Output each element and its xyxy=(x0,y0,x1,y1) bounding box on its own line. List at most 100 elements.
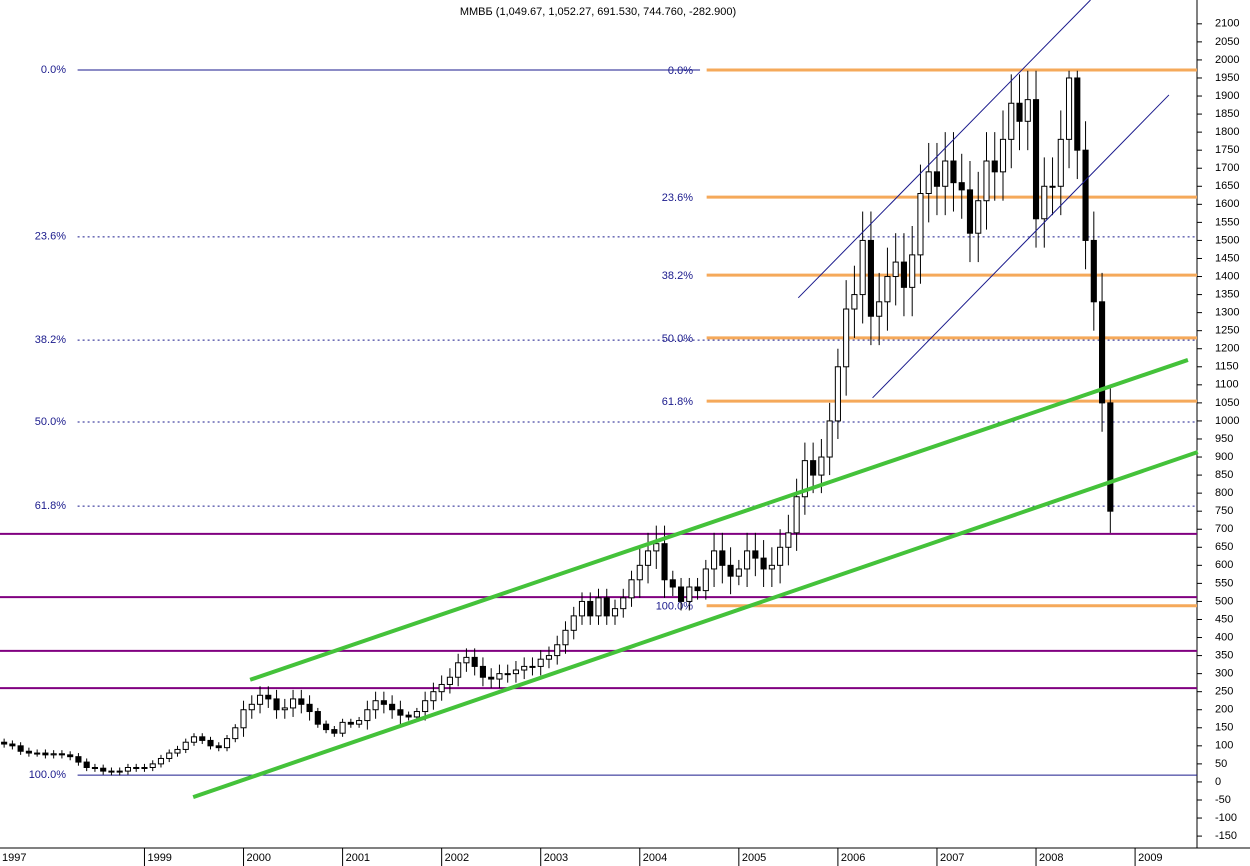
candle-body xyxy=(768,564,775,570)
candle-body xyxy=(339,721,346,734)
candle-body xyxy=(455,662,462,678)
candle-body xyxy=(900,261,908,288)
candle-body xyxy=(182,741,189,750)
x-tick-label: 2001 xyxy=(346,852,370,864)
candle-body xyxy=(711,550,718,570)
y-tick-label: 700 xyxy=(1215,523,1233,535)
x-tick-label: 2008 xyxy=(1039,852,1063,864)
candle-body xyxy=(958,182,965,191)
y-tick-label: 850 xyxy=(1215,469,1233,481)
fib-label: 50.0% xyxy=(35,416,66,428)
candle-body xyxy=(405,714,412,718)
candle-body xyxy=(545,655,553,660)
y-tick-label: 1550 xyxy=(1215,216,1239,228)
candle-body xyxy=(190,736,198,743)
candle-body xyxy=(174,748,181,754)
candle-body xyxy=(504,673,511,676)
x-tick-label: 2002 xyxy=(445,852,469,864)
candle-body xyxy=(75,756,82,763)
y-tick-label: 1250 xyxy=(1215,325,1239,337)
candle-body xyxy=(446,676,453,685)
candle-body xyxy=(521,665,528,671)
candle-body xyxy=(223,738,231,749)
candle-body xyxy=(248,703,255,711)
candle-body xyxy=(760,557,767,570)
candle-body xyxy=(232,727,239,740)
candle-body xyxy=(1107,402,1114,512)
candle-body xyxy=(91,766,98,769)
y-tick-label: 1050 xyxy=(1215,397,1239,409)
y-tick-label: 1350 xyxy=(1215,288,1239,300)
candle-body xyxy=(578,600,586,617)
fib-label: 38.2% xyxy=(662,270,693,282)
candle-body xyxy=(356,720,363,725)
y-tick-label: 1900 xyxy=(1215,90,1239,102)
y-tick-label: 1200 xyxy=(1215,343,1239,355)
candle-body xyxy=(777,546,784,566)
fib-label: 61.8% xyxy=(35,500,66,512)
candle-body xyxy=(1065,77,1073,140)
candle-body xyxy=(1057,138,1064,187)
candle-body xyxy=(1049,185,1056,188)
candle-body xyxy=(884,276,891,303)
y-tick-label: 1800 xyxy=(1215,126,1239,138)
x-tick-label: 2004 xyxy=(643,852,667,864)
candle-body xyxy=(141,766,148,769)
candle-body xyxy=(603,597,610,617)
candle-body xyxy=(983,160,990,202)
y-tick-label: 1700 xyxy=(1215,162,1239,174)
y-tick-label: 350 xyxy=(1215,649,1233,661)
y-tick-label: 450 xyxy=(1215,613,1233,625)
candle-body xyxy=(611,608,619,617)
candle-body xyxy=(58,753,65,756)
candle-body xyxy=(694,586,701,592)
candle-body xyxy=(166,752,173,759)
candle-body xyxy=(644,550,652,566)
y-tick-label: 650 xyxy=(1215,541,1233,553)
y-tick-label: 750 xyxy=(1215,505,1233,517)
candle-body xyxy=(999,138,1007,173)
candle-body xyxy=(702,568,709,592)
candle-body xyxy=(933,171,941,187)
y-tick-label: 800 xyxy=(1215,487,1233,499)
chart-title: ММВБ (1,049.67, 1,052.27, 691.530, 744.7… xyxy=(460,6,736,18)
candle-body xyxy=(207,739,214,747)
fib-label: 0.0% xyxy=(41,64,66,76)
y-tick-label: 1950 xyxy=(1215,72,1239,84)
candle-body xyxy=(479,665,486,678)
x-tick-label: 1997 xyxy=(2,852,26,864)
candle-body xyxy=(859,239,866,296)
candle-body xyxy=(116,770,123,773)
candle-body xyxy=(867,239,874,317)
candle-body xyxy=(273,698,280,711)
candle-body xyxy=(471,656,478,667)
candle-body xyxy=(83,761,90,768)
y-tick-label: 200 xyxy=(1215,704,1233,716)
y-tick-label: 500 xyxy=(1215,595,1233,607)
candle-body xyxy=(323,723,330,731)
y-tick-label: 550 xyxy=(1215,577,1233,589)
y-tick-label: 2050 xyxy=(1215,36,1239,48)
y-tick-label: 600 xyxy=(1215,559,1233,571)
y-tick-label: 50 xyxy=(1215,758,1227,770)
candle-body xyxy=(587,600,594,617)
candle-body xyxy=(314,711,321,725)
y-tick-label: -150 xyxy=(1215,830,1237,842)
candle-body xyxy=(529,665,536,668)
candle-body xyxy=(1099,301,1106,404)
candle-body xyxy=(677,586,685,602)
candle-body xyxy=(876,301,883,317)
candle-body xyxy=(1024,99,1031,122)
candle-body xyxy=(834,366,841,422)
candle-body xyxy=(991,160,998,173)
y-tick-label: 1100 xyxy=(1215,379,1239,391)
y-tick-label: 1300 xyxy=(1215,307,1239,319)
candle-body xyxy=(917,192,924,256)
candle-body xyxy=(661,543,668,581)
fib-label: 23.6% xyxy=(662,192,693,204)
candle-body xyxy=(669,579,676,588)
x-tick-label: 2000 xyxy=(247,852,271,864)
candle-body xyxy=(512,669,520,675)
trend-line xyxy=(192,450,1199,799)
